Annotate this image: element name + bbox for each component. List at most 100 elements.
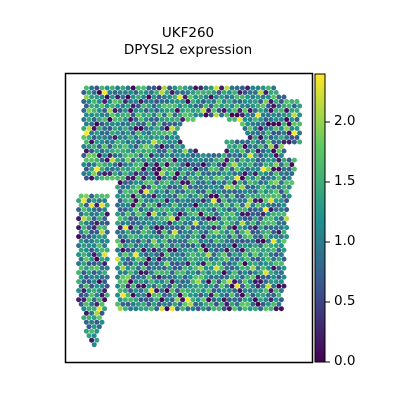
spot [276,103,282,109]
spot [208,220,214,226]
spot [91,324,97,330]
spot [242,216,248,222]
spot [154,126,160,131]
spot [268,171,274,177]
spot [182,184,188,190]
spot [86,162,92,168]
spot [260,184,266,190]
spot [122,306,128,312]
spot [159,126,165,131]
spot [268,297,274,303]
spot [229,247,235,253]
spot [172,184,178,190]
spot [174,171,180,177]
spot [120,157,126,163]
spot [128,270,134,276]
spot [278,270,284,276]
spot [141,139,147,145]
spot [187,202,193,208]
spot [216,180,222,186]
spot [229,265,235,271]
spot [89,94,95,100]
spot [247,171,253,177]
spot [219,166,225,172]
colorbar-tick-label: 2.0 [334,113,356,129]
spot [83,247,89,253]
spot [276,175,282,181]
spot [232,216,238,222]
spot [193,112,199,118]
spot [148,144,154,149]
spot [242,225,248,231]
spot [180,261,186,267]
spot [286,175,292,181]
spot [141,148,147,154]
spot [190,261,196,267]
spot [159,117,165,122]
spot [107,162,113,168]
spot [135,166,141,172]
spot [213,211,219,217]
spot [258,144,264,149]
spot [239,121,245,127]
spot [122,126,128,131]
spot [250,166,256,172]
spot [107,153,113,158]
spot [107,99,113,104]
spot [265,175,271,181]
spot [159,171,165,177]
spot [271,112,277,118]
spot [81,162,87,168]
spot [193,157,199,163]
spot [78,220,84,226]
spot [291,130,297,136]
spot [102,270,108,276]
spot [156,157,162,163]
spot [172,121,178,127]
spot [198,94,204,100]
spot [76,279,82,285]
spot [138,180,144,186]
spot [226,234,232,240]
spot [143,135,149,140]
spot [200,171,206,177]
spot [122,171,128,177]
spot [164,180,170,186]
spot [125,148,131,154]
spot [281,247,287,253]
spot [242,108,248,113]
spot [133,216,139,222]
spot [164,99,170,104]
spot [167,130,173,136]
spot [76,243,82,249]
spot [172,103,178,109]
spot [239,175,245,181]
spot [104,229,110,235]
spot [221,306,227,312]
spot [89,283,95,289]
spot [234,211,240,217]
spot [141,265,147,271]
spot [213,220,219,226]
spot [278,243,284,249]
spot [284,189,290,195]
spot [278,225,284,231]
spot [213,229,219,235]
spot [174,225,180,231]
spot [174,153,180,158]
spot [203,211,209,217]
spot [91,198,97,204]
spot [242,99,248,104]
spot [167,202,173,208]
spot [263,279,269,285]
spot [247,243,253,249]
spot [229,202,235,208]
spot [229,166,235,172]
spot [141,229,147,235]
spot [120,238,126,244]
spot [135,247,141,253]
spot [245,148,251,154]
spot [99,175,105,181]
spot [143,207,149,213]
spot [208,112,214,118]
